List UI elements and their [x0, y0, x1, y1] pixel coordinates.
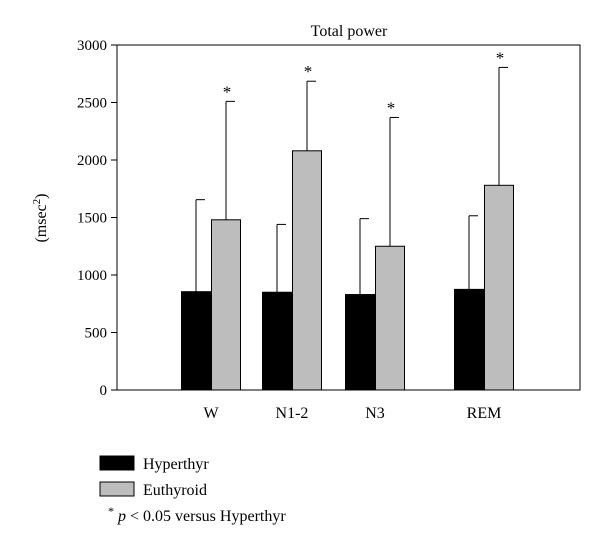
bar-hyperthyr-n1-2 [262, 291, 292, 391]
category-label-n1-2: N1-2 [276, 405, 309, 422]
significance-star-n3: * [387, 98, 396, 117]
significance-star-rem: * [496, 48, 505, 67]
legend-label-hyperthyr: Hyperthyr [143, 456, 209, 473]
error-bars [195, 66, 508, 295]
legend: Hyperthyr Euthyroid * p < 0.05 versus Hyp… [99, 455, 286, 525]
bar-hyperthyr-w [181, 291, 211, 391]
y-tick-label: 2500 [77, 96, 107, 112]
legend-swatch-hyperthyr [99, 455, 135, 471]
y-tick-label: 1500 [77, 211, 107, 227]
bar-hyperthyr-n3 [345, 294, 375, 391]
chart-title: Total power [311, 23, 388, 40]
significance-markers: * * * * [223, 48, 505, 117]
y-axis-label-close: ) [33, 193, 50, 198]
category-labels: W N1-2 N3 REM [203, 405, 501, 422]
significance-note-text: < 0.05 versus Hyperthyr [126, 508, 286, 525]
bars [181, 150, 514, 391]
significance-note: * p < 0.05 versus Hyperthyr [108, 504, 286, 525]
y-axis-label-text: (msec [33, 204, 50, 242]
legend-swatch-euthyroid [99, 481, 135, 497]
significance-note-p: p [117, 508, 126, 525]
significance-note-marker: * [108, 504, 114, 518]
bar-euthyroid-w [211, 219, 241, 391]
category-label-n3: N3 [365, 405, 385, 422]
y-tick-label: 500 [85, 326, 108, 342]
y-axis-label: (msec2) [31, 193, 50, 242]
y-tick-labels: 0 500 1000 1500 2000 2500 3000 [77, 38, 107, 399]
legend-label-euthyroid: Euthyroid [143, 482, 207, 499]
bar-euthyroid-n3 [375, 245, 405, 391]
y-tick-label: 2000 [77, 153, 107, 169]
bar-euthyroid-rem [484, 184, 514, 391]
significance-star-n1-2: * [304, 62, 313, 81]
bar-euthyroid-n1-2 [292, 150, 322, 391]
significance-star-w: * [223, 82, 232, 101]
bar-hyperthyr-rem [454, 288, 484, 391]
category-label-w: W [203, 405, 219, 422]
y-tick-label: 3000 [77, 38, 107, 54]
y-tick-label: 1000 [77, 268, 107, 284]
y-axis-label-superscript: 2 [31, 199, 43, 205]
y-tick-label: 0 [100, 383, 108, 399]
category-label-rem: REM [467, 405, 502, 422]
